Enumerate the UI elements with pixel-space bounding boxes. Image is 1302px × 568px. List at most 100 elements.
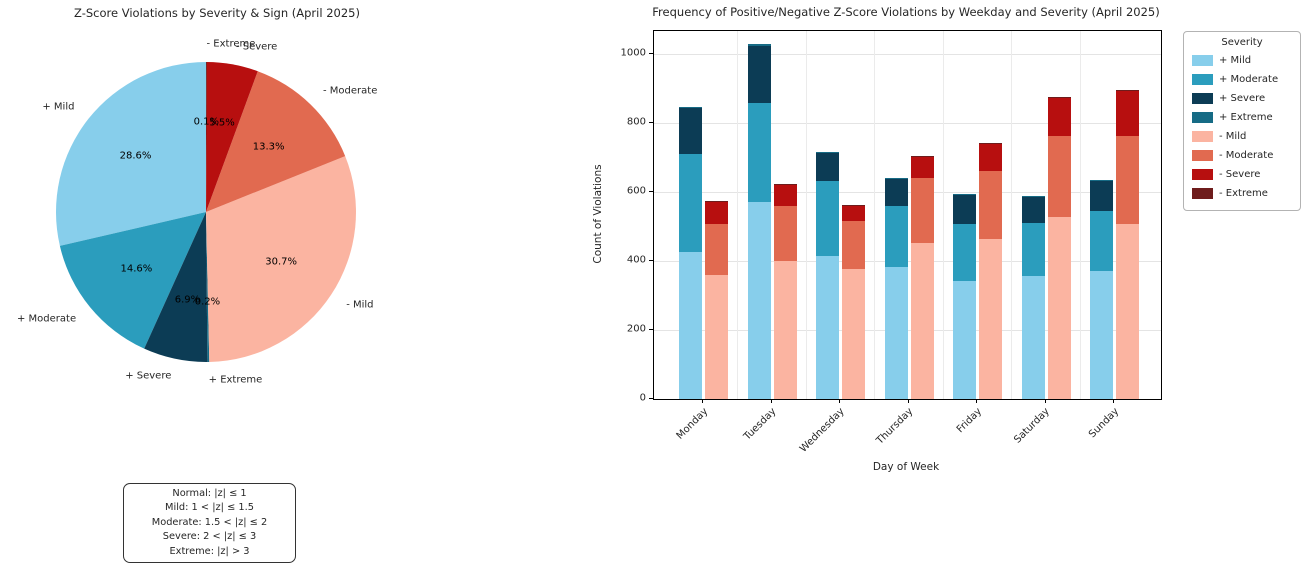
bar-segment xyxy=(979,238,1002,399)
zscore-threshold-line: Mild: 1 < |z| ≤ 1.5 xyxy=(165,502,254,514)
bar-segment xyxy=(1047,216,1071,399)
y-tick-mark xyxy=(649,398,653,399)
gridline-horizontal xyxy=(654,122,1161,124)
y-tick-label: 200 xyxy=(626,323,646,335)
legend-label: + Mild xyxy=(1219,55,1252,66)
bar-segment xyxy=(747,103,771,203)
legend-label: - Mild xyxy=(1219,131,1247,142)
legend-item: + Mild xyxy=(1192,51,1292,70)
pie-slice-label: - Severe xyxy=(235,41,278,53)
legend-item: - Extreme xyxy=(1192,184,1292,203)
legend-item: - Moderate xyxy=(1192,146,1292,165)
pie-title: Z-Score Violations by Severity & Sign (A… xyxy=(74,6,360,20)
pie-slice-3 xyxy=(206,212,210,362)
bar-segment xyxy=(773,205,797,262)
bar-segment xyxy=(1116,136,1139,225)
bar-segment xyxy=(842,221,865,269)
bar-segment xyxy=(1116,91,1139,137)
pie-slice-label: + Mild xyxy=(42,101,75,113)
pie-slice-1 xyxy=(59,212,206,349)
zscore-threshold-line: Severe: 2 < |z| ≤ 3 xyxy=(162,531,257,543)
bar-segment xyxy=(1047,135,1071,217)
legend-item: + Severe xyxy=(1192,89,1292,108)
bar-segment xyxy=(842,268,865,399)
gridline-horizontal xyxy=(654,329,1161,331)
legend-label: + Extreme xyxy=(1219,112,1273,123)
legend-item: + Moderate xyxy=(1192,70,1292,89)
zscore-threshold-line: Extreme: |z| > 3 xyxy=(169,545,250,557)
bar-segment xyxy=(953,281,976,399)
x-tick-mark xyxy=(907,399,909,403)
bar-segment xyxy=(953,224,976,282)
x-tick-mark xyxy=(1113,399,1114,403)
legend-label: - Moderate xyxy=(1219,150,1274,161)
bar-segment xyxy=(1090,180,1113,182)
bar-segment xyxy=(979,143,1002,172)
bar-segment xyxy=(1116,224,1139,399)
pie-chart xyxy=(55,61,356,362)
x-tick-label: Sunday xyxy=(1086,406,1121,441)
gridline-horizontal xyxy=(654,260,1161,262)
gridline-vertical xyxy=(737,31,739,399)
legend-title: Severity xyxy=(1221,37,1263,48)
x-tick-label: Saturday xyxy=(1012,406,1053,446)
bar-x-axis-label: Day of Week xyxy=(872,461,940,473)
y-tick-label: 800 xyxy=(626,116,646,128)
pie-slice-label: + Moderate xyxy=(16,313,77,325)
zscore-threshold-box: Normal: |z| ≤ 1 Mild: 1 < |z| ≤ 1.5 Modera… xyxy=(123,483,296,563)
bar-segment xyxy=(842,205,865,222)
pie-percent-label: 0.2% xyxy=(194,296,221,308)
y-tick-label: 1000 xyxy=(620,47,646,59)
bar-segment xyxy=(679,106,702,108)
bar-segment xyxy=(910,156,934,178)
y-tick-label: 600 xyxy=(626,185,646,197)
gridline-vertical xyxy=(1079,31,1081,399)
x-tick-mark xyxy=(702,399,703,403)
legend-swatch xyxy=(1192,93,1213,104)
x-tick-label: Monday xyxy=(674,406,710,442)
legend-item: - Severe xyxy=(1192,165,1292,184)
bar-segment xyxy=(953,193,976,195)
gridline-vertical xyxy=(942,31,944,399)
pie-slice-4 xyxy=(206,156,356,362)
bar-segment xyxy=(884,177,908,179)
gridline-vertical xyxy=(805,31,807,399)
bar-segment xyxy=(910,243,934,399)
zscore-threshold-line: Moderate: 1.5 < |z| ≤ 2 xyxy=(151,516,268,528)
y-tick-label: 0 xyxy=(639,392,646,404)
bar-segment xyxy=(1021,223,1045,276)
x-tick-mark xyxy=(1044,399,1046,403)
pie-slice-label: - Extreme xyxy=(206,38,256,50)
y-tick-mark xyxy=(649,260,653,262)
gridline-horizontal xyxy=(654,191,1161,193)
bar-segment xyxy=(705,224,728,276)
pie-slice-7 xyxy=(206,61,207,212)
x-tick-mark xyxy=(976,399,977,403)
bar-title: Frequency of Positive/Negative Z-Score V… xyxy=(652,5,1160,19)
bar-segment xyxy=(816,181,839,256)
bar-segment xyxy=(705,275,728,399)
pie-percent-label: 14.6% xyxy=(120,263,153,275)
legend-item: + Extreme xyxy=(1192,108,1292,127)
gridline-vertical xyxy=(874,31,876,399)
bar-segment xyxy=(884,266,908,399)
pie-percent-label: 5.5% xyxy=(209,117,235,129)
bar-segment xyxy=(747,44,771,46)
bar-legend: Severity + Mild + Moderate + Severe + Extre… xyxy=(1183,31,1301,211)
bar-y-axis-label: Count of Violations xyxy=(592,164,604,264)
pie-percent-label: 28.6% xyxy=(119,150,152,162)
bar-segment xyxy=(1047,97,1071,98)
legend-swatch xyxy=(1192,169,1213,180)
bar-segment xyxy=(816,152,839,154)
legend-items: + Mild + Moderate + Severe + Extreme - Mild -… xyxy=(1192,51,1292,203)
pie-percent-label: 30.7% xyxy=(265,256,297,268)
pie-slice-label: - Moderate xyxy=(323,85,378,97)
bar-segment xyxy=(679,107,702,155)
bar-segment xyxy=(1090,181,1113,212)
x-tick-mark xyxy=(770,399,772,403)
pie-slice-5 xyxy=(206,71,346,213)
legend-label: - Extreme xyxy=(1219,188,1268,199)
y-tick-mark xyxy=(649,329,653,331)
gridline-vertical xyxy=(1011,31,1013,399)
